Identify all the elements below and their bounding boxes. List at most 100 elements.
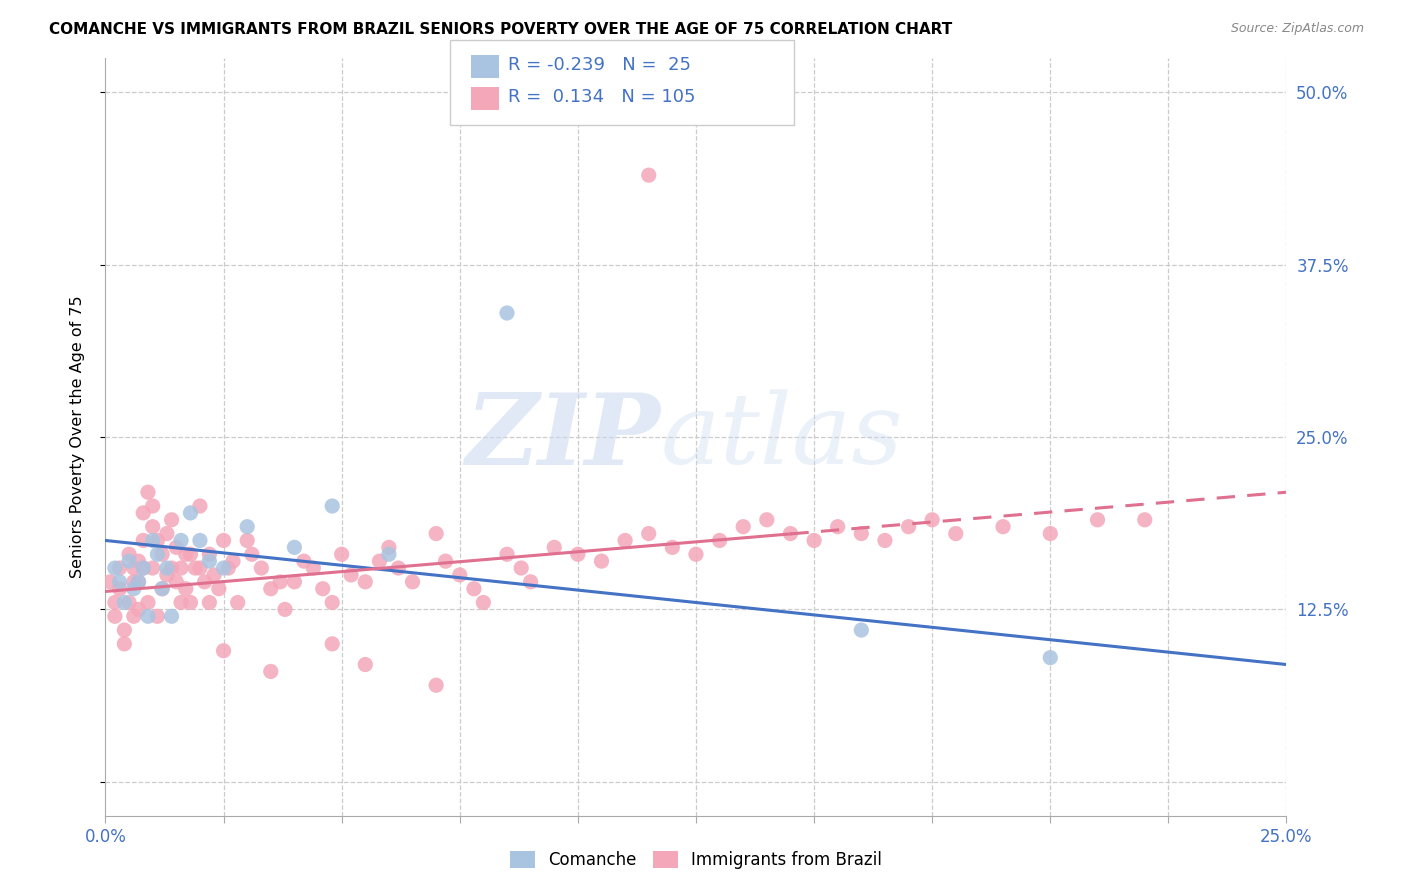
Point: [591, 554, 613, 568]
Point: [873, 533, 896, 548]
Point: [108, 574, 131, 589]
Point: [803, 533, 825, 548]
Point: [198, 595, 221, 609]
Point: [472, 595, 495, 609]
Legend: Comanche, Immigrants from Brazil: Comanche, Immigrants from Brazil: [503, 845, 889, 876]
Point: [921, 513, 943, 527]
Point: [1133, 513, 1156, 527]
Point: [661, 541, 683, 555]
Point: [160, 513, 183, 527]
Text: R = -0.239   N =  25: R = -0.239 N = 25: [508, 56, 690, 74]
Point: [150, 582, 173, 596]
Point: [136, 609, 159, 624]
Text: COMANCHE VS IMMIGRANTS FROM BRAZIL SENIORS POVERTY OVER THE AGE OF 75 CORRELATIO: COMANCHE VS IMMIGRANTS FROM BRAZIL SENIO…: [49, 22, 952, 37]
Point: [425, 678, 447, 692]
Point: [1087, 513, 1109, 527]
Point: [354, 574, 377, 589]
Point: [128, 554, 150, 568]
Point: [136, 595, 159, 609]
Point: [170, 533, 193, 548]
Point: [150, 547, 173, 561]
Point: [132, 561, 155, 575]
Point: [142, 519, 165, 533]
Point: [401, 574, 423, 589]
Point: [122, 582, 145, 596]
Point: [104, 595, 127, 609]
Point: [302, 561, 325, 575]
Point: [118, 547, 141, 561]
Point: [1039, 650, 1062, 665]
Point: [434, 554, 457, 568]
Point: [188, 533, 211, 548]
Point: [236, 533, 259, 548]
Point: [112, 623, 135, 637]
Point: [897, 519, 920, 533]
Point: [170, 561, 193, 575]
Point: [567, 547, 589, 561]
Text: ZIP: ZIP: [465, 389, 661, 485]
Point: [340, 568, 363, 582]
Point: [198, 554, 221, 568]
Point: [212, 533, 235, 548]
Point: [188, 561, 211, 575]
Point: [269, 574, 291, 589]
Point: [156, 568, 179, 582]
Point: [321, 637, 343, 651]
Point: [128, 602, 150, 616]
Point: [170, 595, 193, 609]
Point: [321, 595, 343, 609]
Point: [321, 499, 343, 513]
Point: [733, 519, 755, 533]
Point: [496, 306, 519, 320]
Point: [387, 561, 409, 575]
Point: [222, 554, 245, 568]
Point: [108, 561, 131, 575]
Point: [112, 595, 135, 609]
Point: [827, 519, 849, 533]
Point: [160, 561, 183, 575]
Point: [118, 554, 141, 568]
Point: [709, 533, 731, 548]
Text: Source: ZipAtlas.com: Source: ZipAtlas.com: [1230, 22, 1364, 36]
Point: [292, 554, 315, 568]
Point: [142, 561, 165, 575]
Point: [128, 574, 150, 589]
Point: [165, 574, 187, 589]
Point: [226, 595, 249, 609]
Y-axis label: Seniors Poverty Over the Age of 75: Seniors Poverty Over the Age of 75: [70, 296, 84, 578]
Point: [614, 533, 637, 548]
Point: [637, 168, 659, 182]
Point: [496, 547, 519, 561]
Point: [132, 561, 155, 575]
Point: [519, 574, 541, 589]
Point: [174, 582, 197, 596]
Point: [354, 657, 377, 672]
Point: [160, 609, 183, 624]
Point: [510, 561, 533, 575]
Point: [637, 526, 659, 541]
Point: [179, 506, 201, 520]
Point: [851, 526, 873, 541]
Point: [104, 561, 127, 575]
Point: [449, 568, 471, 582]
Point: [236, 519, 259, 533]
Point: [132, 533, 155, 548]
Point: [685, 547, 707, 561]
Point: [368, 554, 391, 568]
Point: [146, 533, 169, 548]
Point: [142, 499, 165, 513]
Point: [945, 526, 967, 541]
Point: [283, 574, 305, 589]
Point: [128, 574, 150, 589]
Point: [425, 526, 447, 541]
Point: [112, 637, 135, 651]
Text: R =  0.134   N = 105: R = 0.134 N = 105: [508, 88, 695, 106]
Point: [122, 574, 145, 589]
Point: [156, 526, 179, 541]
Point: [132, 506, 155, 520]
Point: [217, 561, 239, 575]
Point: [330, 547, 353, 561]
Point: [174, 547, 197, 561]
Point: [194, 574, 217, 589]
Point: [1039, 526, 1062, 541]
